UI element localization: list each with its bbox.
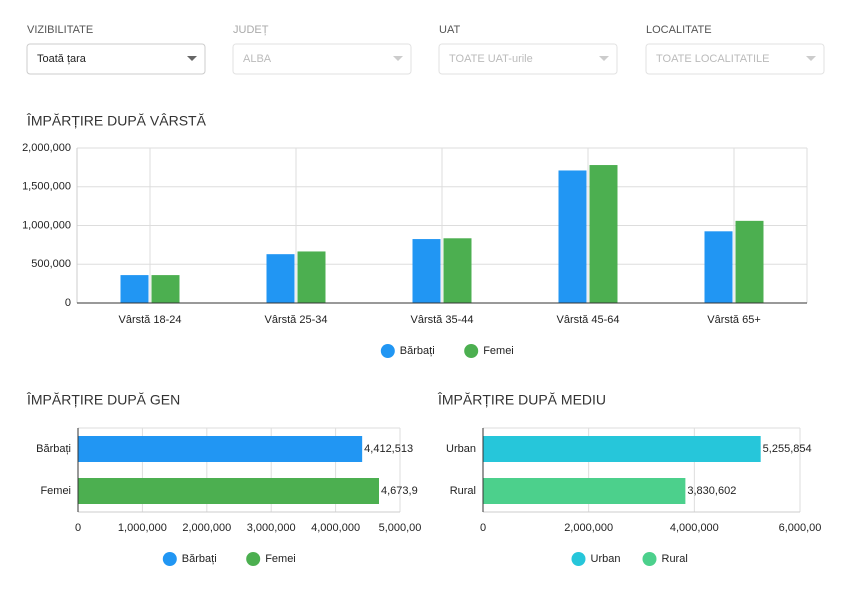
bar [704, 231, 733, 303]
filter[interactable]: LOCALITATE TOATE LOCALITATILE [645, 24, 825, 75]
legend-label: Bărbați [400, 345, 435, 357]
bar [589, 165, 618, 303]
legend-swatch [162, 552, 177, 566]
arrow [806, 56, 816, 61]
value-label: 3,830,602 [687, 485, 736, 497]
y-tick-label: 1,000,000 [22, 219, 71, 231]
bar [558, 170, 587, 303]
y-tick-label: 500,000 [31, 258, 71, 270]
x-tick-label: 1,000,000 [118, 522, 167, 534]
bar [78, 436, 363, 462]
legend-swatch [246, 552, 261, 566]
bar [151, 275, 180, 303]
legend-swatch [571, 552, 586, 566]
value-label: 4,412,513 [364, 443, 413, 455]
y-tick-label: Femei [40, 485, 71, 497]
x-tick-label: 5,000,00 [379, 522, 422, 534]
x-tick-label: Vârstă 25-34 [265, 314, 328, 326]
filter[interactable]: JUDEȚ ALBA [232, 24, 412, 75]
x-tick-label: Vârstă 35-44 [411, 314, 474, 326]
value-label: 4,673,9 [381, 485, 418, 497]
x-tick-label: 6,000,00 [779, 522, 822, 534]
legend-label: Femei [265, 553, 296, 565]
y-tick-label: 0 [65, 297, 71, 309]
filter-label: LOCALITATE [646, 24, 712, 36]
value-label: 5,255,854 [763, 443, 812, 455]
chart-title: ÎMPĂRȚIRE DUPĂ VÂRSTĂ [26, 113, 207, 129]
legend-label: Bărbați [182, 553, 217, 565]
x-tick-label: Vârstă 18-24 [119, 314, 182, 326]
legend-swatch [380, 344, 395, 358]
bar [483, 436, 761, 462]
filter[interactable]: UAT TOATE UAT-urile [438, 24, 618, 75]
arrow [187, 56, 197, 61]
x-tick-label: Vârstă 65+ [707, 314, 761, 326]
arrow [393, 56, 403, 61]
y-tick-label: 2,000,000 [22, 142, 71, 154]
chart-title: ÎMPĂRȚIRE DUPĂ MEDIU [437, 392, 606, 408]
bar [266, 254, 295, 303]
x-tick-label: 0 [75, 522, 81, 534]
legend-label: Femei [483, 345, 514, 357]
bar [78, 478, 379, 504]
bar [443, 238, 472, 303]
bar [735, 220, 764, 303]
y-tick-label: 1,500,000 [22, 181, 71, 193]
select-value: TOATE UAT-urile [449, 53, 533, 65]
select[interactable] [645, 43, 825, 75]
filter[interactable]: VIZIBILITATE Toată țara [26, 24, 206, 75]
filter-label: VIZIBILITATE [27, 24, 93, 36]
select[interactable] [26, 43, 206, 75]
select[interactable] [232, 43, 412, 75]
legend-label: Rural [662, 553, 688, 565]
y-tick-label: Urban [446, 443, 476, 455]
legend-swatch [464, 344, 479, 358]
x-tick-label: 2,000,000 [564, 522, 613, 534]
bar [120, 275, 149, 303]
select-value: ALBA [243, 53, 272, 65]
chart-title: ÎMPĂRȚIRE DUPĂ GEN [26, 392, 180, 408]
legend-swatch [642, 552, 657, 566]
x-tick-label: 4,000,000 [311, 522, 360, 534]
select[interactable] [438, 43, 618, 75]
filter-label: UAT [439, 24, 460, 36]
bar [483, 478, 686, 504]
arrow [599, 56, 609, 61]
filter-label: JUDEȚ [233, 24, 269, 36]
select-value: Toată țara [37, 53, 87, 65]
y-tick-label: Rural [450, 485, 476, 497]
bar [297, 251, 326, 303]
legend-label: Urban [591, 553, 621, 565]
x-tick-label: Vârstă 45-64 [557, 314, 620, 326]
x-tick-label: 3,000,000 [247, 522, 296, 534]
y-tick-label: Bărbați [36, 443, 71, 455]
bar [412, 239, 441, 303]
x-tick-label: 2,000,000 [182, 522, 231, 534]
x-tick-label: 0 [480, 522, 486, 534]
select-value: TOATE LOCALITATILE [656, 53, 770, 65]
x-tick-label: 4,000,000 [670, 522, 719, 534]
